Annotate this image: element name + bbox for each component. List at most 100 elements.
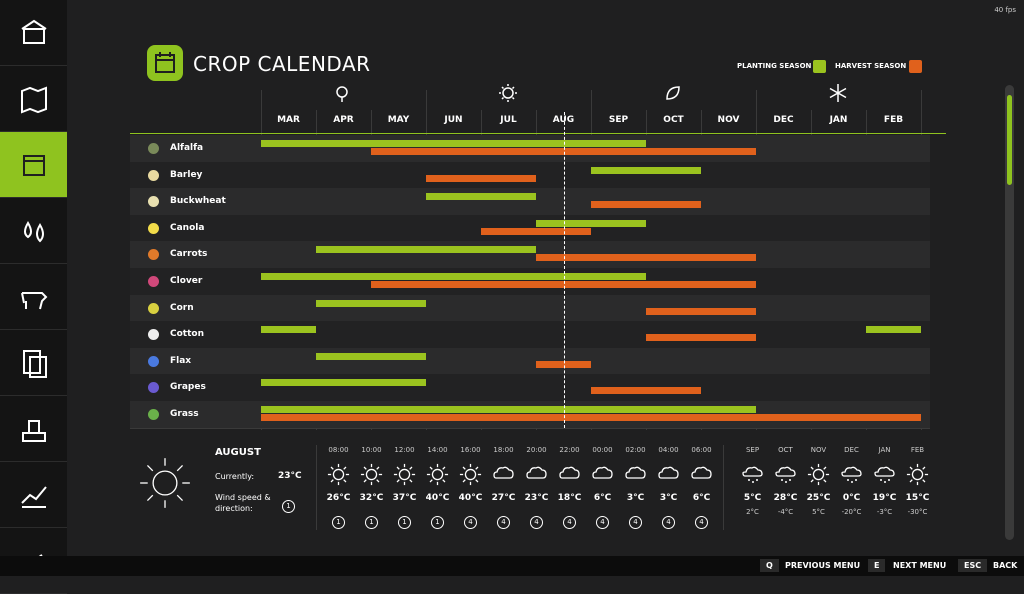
planting-bar — [536, 219, 646, 227]
sidebar-tab[interactable] — [0, 462, 67, 528]
crop-name: Buckwheat — [170, 196, 226, 207]
control-label[interactable]: BACK — [993, 561, 1018, 570]
sky-icon — [775, 466, 796, 483]
table-bottom-rule — [130, 428, 930, 429]
forecast-low: 2°C — [746, 508, 759, 516]
control-label[interactable]: NEXT MENU — [893, 561, 947, 570]
forecast-low: -30°C — [907, 508, 928, 516]
planting-bar — [316, 299, 426, 307]
hour-label: 18:00 — [493, 446, 514, 454]
crop-name: Carrots — [170, 249, 208, 260]
crop-icon — [148, 276, 159, 287]
season-glyph — [829, 84, 847, 102]
crop-name: Grass — [170, 409, 199, 419]
hour-wind: 1 — [431, 516, 444, 529]
tab-icon — [20, 291, 47, 309]
sidebar-tab[interactable] — [0, 330, 67, 396]
forecast-low: -4°C — [777, 508, 794, 516]
sidebar-tab[interactable] — [0, 66, 67, 132]
key-hint[interactable]: ESC — [958, 559, 988, 572]
crop-icon — [148, 169, 159, 181]
forecast-month: NOV — [810, 446, 827, 454]
hour-label: 06:00 — [691, 446, 712, 454]
sky-icon — [592, 466, 613, 479]
planting-bar — [261, 140, 646, 147]
sky-icon — [493, 466, 514, 479]
sidebar-tab[interactable] — [0, 0, 67, 66]
month-label: APR — [333, 115, 354, 125]
forecast-sky — [840, 463, 863, 490]
hour-sky — [327, 463, 350, 490]
tab-icon — [20, 19, 47, 44]
month-label: DEC — [773, 115, 794, 125]
current-sky-icon — [138, 456, 192, 514]
legend-planting-swatch — [813, 60, 826, 73]
hour-wind: 4 — [695, 516, 708, 529]
hour-temp: 23°C — [524, 493, 549, 503]
forecast-month: FEB — [910, 446, 925, 454]
tab-icon — [21, 419, 46, 442]
sidebar-tab[interactable] — [0, 264, 67, 330]
control-label[interactable]: PREVIOUS MENU — [785, 561, 861, 570]
crop-icon — [148, 222, 159, 234]
crop-icon — [148, 196, 159, 208]
sky-icon — [691, 466, 712, 479]
forecast-month: DEC — [844, 446, 859, 454]
legend-harvest: HARVEST SEASON — [835, 62, 907, 70]
planting-bar — [261, 406, 756, 413]
hour-wind: 4 — [563, 516, 576, 529]
key-hint[interactable]: E — [868, 559, 886, 572]
season-icon — [333, 83, 353, 107]
hour-sky — [525, 463, 548, 490]
sky-icon — [742, 466, 763, 483]
planting-bar — [316, 352, 426, 360]
month-label: MAR — [277, 115, 300, 125]
forecast-high: 15°C — [905, 493, 930, 503]
scrollbar[interactable] — [1005, 85, 1014, 540]
hour-temp: 32°C — [359, 493, 384, 503]
crop-row — [130, 241, 930, 268]
sidebar-tab[interactable] — [0, 132, 67, 198]
page-title: CROP CALENDAR — [193, 52, 371, 76]
sidebar — [0, 0, 67, 594]
sidebar-tab[interactable] — [0, 396, 67, 462]
harvest-bar — [591, 201, 701, 209]
hour-temp: 3°C — [659, 493, 678, 503]
crop-icon — [148, 329, 159, 341]
bottom-bar: Q PREVIOUS MENU E NEXT MENU ESC BACK — [0, 556, 1024, 576]
current-date-line — [563, 112, 565, 428]
calendar: MAR APR MAY JUN JUL AUG SEP OCT NOV DEC JAN FEB Alfa… — [130, 83, 946, 430]
hour-temp: 40°C — [425, 493, 450, 503]
sidebar-tab[interactable] — [0, 198, 67, 264]
sky-icon — [360, 463, 383, 486]
tab-icon — [22, 349, 47, 378]
key-hint[interactable]: Q — [760, 559, 779, 572]
crop-name: Cotton — [170, 329, 204, 340]
sky-icon — [559, 466, 580, 479]
hour-wind: 1 — [365, 516, 378, 529]
hour-label: 22:00 — [559, 446, 580, 454]
hour-wind: 4 — [530, 516, 543, 529]
planting-bar — [261, 273, 646, 280]
planting-bar — [591, 166, 701, 174]
forecast-month: OCT — [778, 446, 793, 454]
hour-wind: 4 — [497, 516, 510, 529]
month-label: MAY — [387, 115, 410, 125]
hour-sky — [591, 463, 614, 490]
crop-name: Alfalfa — [170, 143, 204, 153]
season-icon — [498, 83, 518, 107]
scroll-thumb[interactable] — [1007, 95, 1012, 185]
season-glyph — [666, 86, 680, 100]
season-glyph — [499, 84, 517, 102]
crop-row — [130, 188, 930, 215]
hour-sky — [690, 463, 713, 490]
forecast-sky — [906, 463, 929, 490]
hour-wind: 4 — [464, 516, 477, 529]
hour-temp: 27°C — [491, 493, 516, 503]
tab-icon — [20, 485, 47, 508]
harvest-bar — [481, 227, 591, 235]
hour-label: 16:00 — [460, 446, 481, 454]
season-glyph — [336, 86, 348, 102]
hour-temp: 37°C — [392, 493, 417, 503]
